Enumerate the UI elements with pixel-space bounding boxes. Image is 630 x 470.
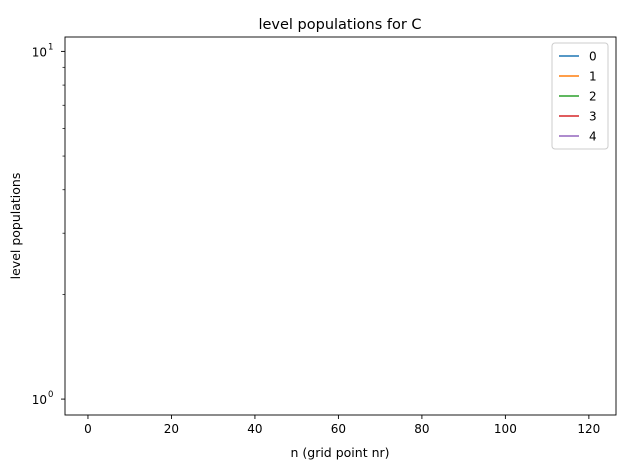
- legend-box: [551, 42, 609, 150]
- axes-frame: [64, 36, 617, 416]
- y-axis-label: level populations: [8, 173, 23, 280]
- x-tick-label: 20: [164, 422, 179, 436]
- x-tick-label: 40: [247, 422, 262, 436]
- y-tick-label: 10: [32, 45, 47, 59]
- legend-label: 3: [589, 110, 597, 124]
- chart-title: level populations for C: [258, 17, 421, 33]
- y-tick-label: 10: [32, 393, 47, 407]
- y-tick-label-exponent: 0: [48, 390, 53, 400]
- x-tick-label: 0: [84, 422, 92, 436]
- legend-label: 4: [589, 130, 597, 144]
- x-tick-label: 60: [331, 422, 346, 436]
- legend: 0 1 2 3 4: [551, 42, 609, 150]
- x-tick-label: 100: [494, 422, 517, 436]
- x-tick-label: 120: [577, 422, 600, 436]
- y-tick-label-exponent: 1: [48, 42, 53, 52]
- legend-label: 1: [589, 70, 597, 84]
- legend-label: 2: [589, 90, 597, 104]
- x-axis-label: n (grid point nr): [290, 445, 389, 460]
- legend-label: 0: [589, 50, 597, 64]
- x-tick-label: 80: [414, 422, 429, 436]
